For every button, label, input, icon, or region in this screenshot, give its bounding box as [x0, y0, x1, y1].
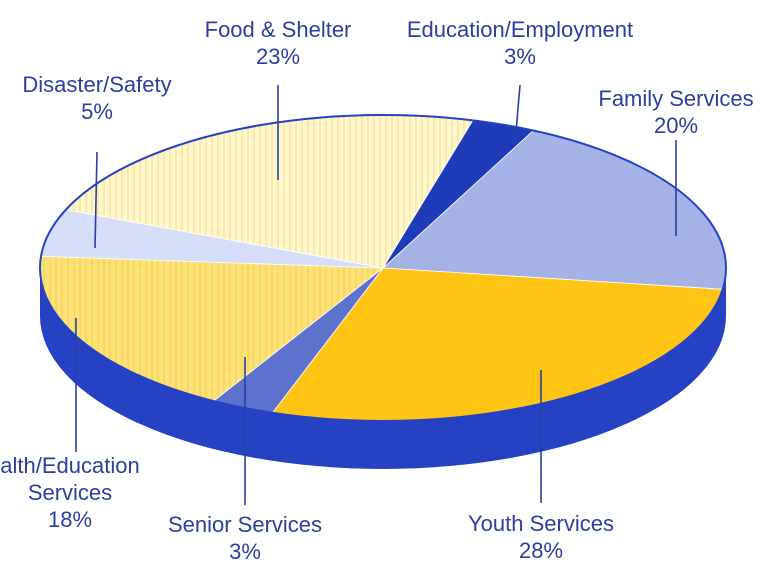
slice-percent-youth-services: 28% [519, 538, 563, 563]
pie-rim-side [40, 268, 726, 469]
slice-label-disaster-safety: Disaster/Safety [22, 72, 171, 97]
slice-percent-disaster-safety: 5% [81, 99, 113, 124]
leader-line-education-employment [515, 84, 521, 133]
slice-percent-education-employment: 3% [504, 44, 536, 69]
slice-percent-family-services: 20% [654, 113, 698, 138]
pie-rim [40, 268, 726, 469]
slice-label-family-services: Family Services [598, 86, 753, 111]
slice-percent-food-shelter: 23% [256, 44, 300, 69]
slice-label-youth-services: Youth Services [468, 511, 614, 536]
slice-label-health-education-services-line-1: alth/Education [0, 453, 139, 478]
pie-slices [39, 114, 727, 422]
slice-label-education-employment: Education/Employment [407, 17, 633, 42]
slice-label-health-education-services-line-2: Services [28, 480, 112, 505]
leader-line-disaster-safety [94, 151, 98, 249]
slice-label-food-shelter: Food & Shelter [205, 17, 352, 42]
slice-percent-health-education-services: 18% [48, 507, 92, 532]
slice-percent-senior-services: 3% [229, 539, 261, 564]
slice-label-senior-services: Senior Services [168, 512, 322, 537]
pie-outline [39, 114, 727, 422]
leader-lines [75, 84, 677, 505]
